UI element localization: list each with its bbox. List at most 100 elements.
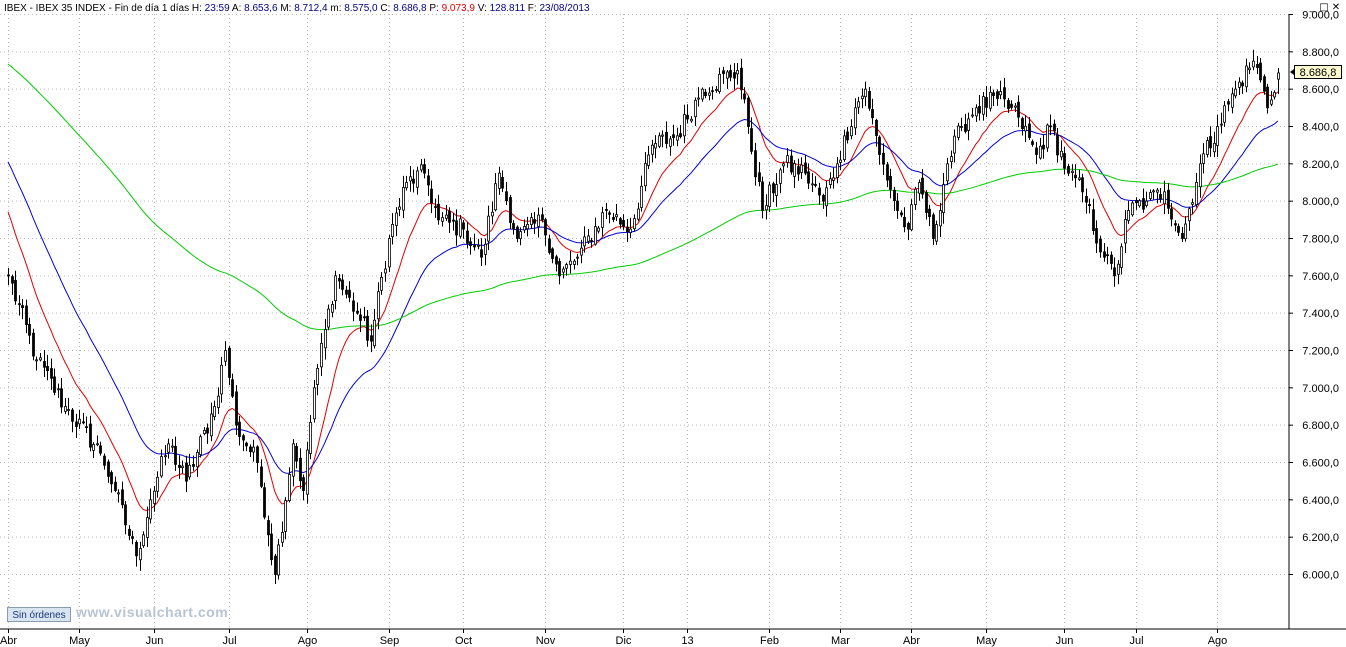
candle[interactable] xyxy=(302,474,305,501)
candle[interactable] xyxy=(857,96,860,115)
candle[interactable] xyxy=(295,443,298,469)
candle[interactable] xyxy=(726,69,729,89)
candle[interactable] xyxy=(743,87,746,104)
candle[interactable] xyxy=(167,438,170,459)
candle[interactable] xyxy=(1085,188,1088,214)
candle[interactable] xyxy=(544,217,547,246)
candle[interactable] xyxy=(950,150,953,169)
candle[interactable] xyxy=(206,423,209,444)
candle[interactable] xyxy=(537,207,540,238)
candle[interactable] xyxy=(423,158,426,179)
candle[interactable] xyxy=(242,433,245,452)
candle[interactable] xyxy=(1238,77,1241,95)
candle[interactable] xyxy=(299,448,302,489)
candle[interactable] xyxy=(316,363,319,396)
candle[interactable] xyxy=(35,356,38,371)
candle[interactable] xyxy=(110,470,113,493)
candle[interactable] xyxy=(676,127,679,147)
candle[interactable] xyxy=(526,216,529,237)
candle[interactable] xyxy=(103,453,106,470)
candle[interactable] xyxy=(975,104,978,122)
candle[interactable] xyxy=(822,193,825,209)
candle[interactable] xyxy=(1167,183,1170,214)
candle[interactable] xyxy=(462,219,465,239)
candle[interactable] xyxy=(359,308,362,333)
candle[interactable] xyxy=(412,169,415,193)
candle[interactable] xyxy=(1110,251,1113,270)
candle[interactable] xyxy=(1049,114,1052,136)
candle[interactable] xyxy=(384,260,387,282)
candle[interactable] xyxy=(1124,210,1127,254)
candle[interactable] xyxy=(754,142,757,186)
candle[interactable] xyxy=(1031,139,1034,147)
candle[interactable] xyxy=(1092,198,1095,235)
candle[interactable] xyxy=(658,132,661,149)
candle[interactable] xyxy=(14,270,17,305)
candle[interactable] xyxy=(288,467,291,503)
candle[interactable] xyxy=(918,179,921,201)
candle[interactable] xyxy=(380,272,383,295)
candle[interactable] xyxy=(782,161,785,173)
candle[interactable] xyxy=(1256,56,1259,75)
candle[interactable] xyxy=(1170,202,1173,227)
candle[interactable] xyxy=(128,525,131,541)
candle[interactable] xyxy=(324,318,327,360)
candle[interactable] xyxy=(480,238,483,267)
candle[interactable] xyxy=(562,266,565,279)
candle[interactable] xyxy=(373,308,376,349)
candle[interactable] xyxy=(1007,98,1010,113)
candle[interactable] xyxy=(1063,146,1066,175)
candle[interactable] xyxy=(786,148,789,168)
candle[interactable] xyxy=(149,488,152,524)
candle[interactable] xyxy=(437,194,440,225)
candle[interactable] xyxy=(683,104,686,144)
candle[interactable] xyxy=(1074,164,1077,188)
candle[interactable] xyxy=(341,274,344,296)
candle[interactable] xyxy=(622,214,625,230)
candle[interactable] xyxy=(932,212,935,245)
candle[interactable] xyxy=(608,210,611,224)
candle[interactable] xyxy=(971,107,974,118)
candle[interactable] xyxy=(405,175,408,191)
candle[interactable] xyxy=(50,358,53,390)
candle[interactable] xyxy=(338,274,341,289)
candle[interactable] xyxy=(196,449,199,477)
candle[interactable] xyxy=(43,349,46,377)
candle[interactable] xyxy=(1259,57,1262,83)
candle[interactable] xyxy=(388,234,391,272)
candle[interactable] xyxy=(597,225,600,234)
candle[interactable] xyxy=(729,64,732,82)
candle[interactable] xyxy=(850,119,853,140)
candle[interactable] xyxy=(1095,220,1098,254)
candle[interactable] xyxy=(1067,163,1070,177)
candle[interactable] xyxy=(1216,114,1219,157)
candle[interactable] xyxy=(832,167,835,189)
close-icon[interactable]: ✕ xyxy=(1331,2,1341,13)
candle[interactable] xyxy=(541,207,544,223)
candle[interactable] xyxy=(871,98,874,125)
candle[interactable] xyxy=(868,86,871,111)
candle[interactable] xyxy=(402,175,405,219)
candle[interactable] xyxy=(807,163,810,190)
candle[interactable] xyxy=(203,427,206,436)
candle[interactable] xyxy=(199,434,202,458)
candle[interactable] xyxy=(92,442,95,458)
candle[interactable] xyxy=(484,238,487,266)
candle[interactable] xyxy=(797,158,800,181)
candle[interactable] xyxy=(740,58,743,100)
candle[interactable] xyxy=(409,165,412,192)
candle[interactable] xyxy=(398,197,401,217)
candle[interactable] xyxy=(430,180,433,214)
candle[interactable] xyxy=(999,80,1002,100)
candle[interactable] xyxy=(836,157,839,184)
candle[interactable] xyxy=(978,95,981,121)
candle[interactable] xyxy=(263,482,266,520)
candle[interactable] xyxy=(491,201,494,225)
candle[interactable] xyxy=(18,295,21,316)
candle[interactable] xyxy=(238,416,241,446)
candle[interactable] xyxy=(107,459,110,483)
candle[interactable] xyxy=(434,198,437,218)
candle[interactable] xyxy=(142,531,145,548)
candle[interactable] xyxy=(1021,116,1024,136)
candle[interactable] xyxy=(519,227,522,246)
